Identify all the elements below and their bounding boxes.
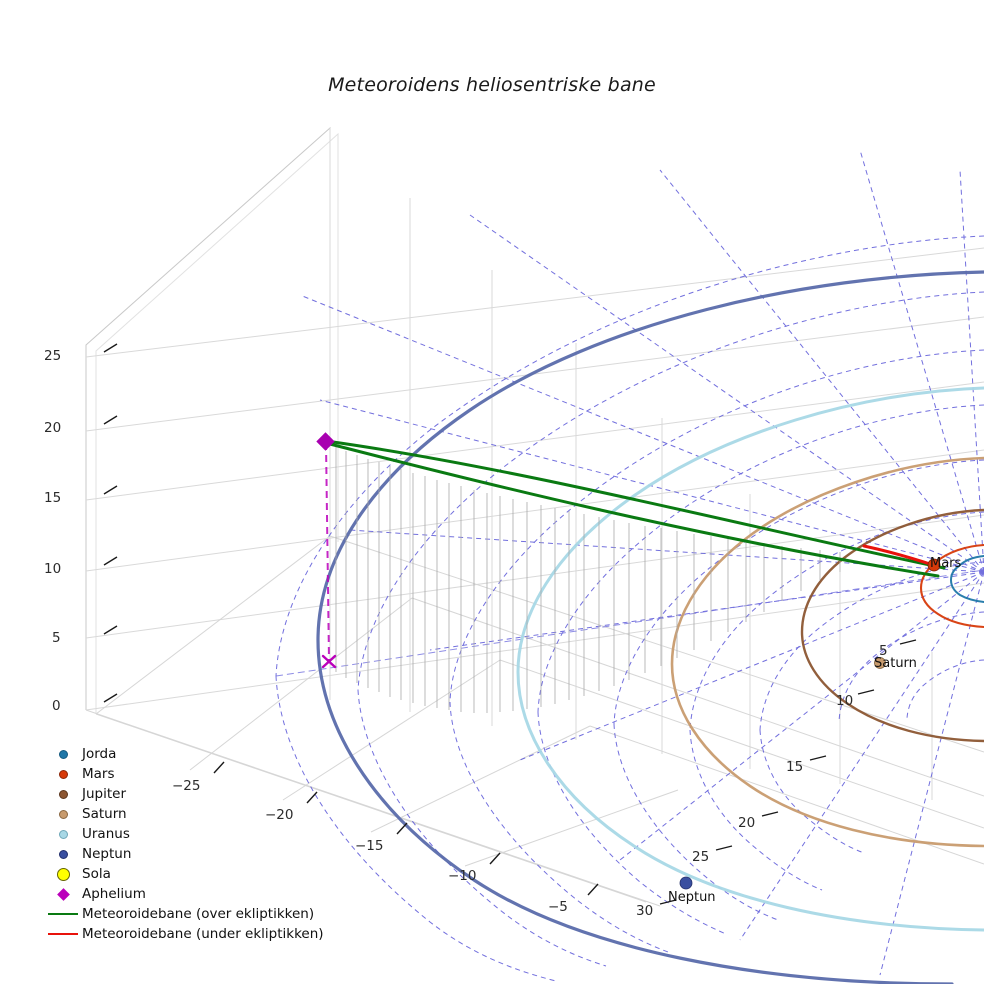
meteoroid-orbit-over-2: [324, 441, 940, 578]
planet-label-saturn: Saturn: [874, 656, 917, 671]
planet-dot-mars: [927, 558, 941, 572]
aphelium-projection-marker: [321, 654, 337, 669]
legend-label: Meteoroidebane (under ekliptikken): [82, 926, 324, 942]
x-tick-label: −10: [448, 868, 477, 884]
legend-item-sola[interactable]: Sola: [48, 864, 348, 884]
y-tick-label: 10: [836, 693, 854, 709]
legend-item-uranus[interactable]: Uranus: [48, 824, 348, 844]
meteoroid-orbit-under: [862, 544, 938, 568]
legend-item-neptun[interactable]: Neptun: [48, 844, 348, 864]
axis-ticks: [103, 343, 917, 905]
legend: Jorda Mars Jupiter Saturn Uranus Neptun …: [48, 744, 348, 944]
legend-item-meteoroid-under[interactable]: Meteoroidebane (under ekliptikken): [48, 924, 348, 944]
x-tick-label: −20: [265, 807, 294, 823]
circle-marker-icon: [48, 849, 78, 859]
y-tick-label: 25: [692, 849, 710, 865]
circle-marker-icon: [48, 749, 78, 759]
planet-dot-saturn: [874, 657, 886, 669]
orbit-uranus: [516, 386, 984, 932]
legend-label: Sola: [82, 866, 111, 882]
legend-label: Meteoroidebane (over ekliptikken): [82, 906, 315, 922]
orbit-saturn: [670, 456, 984, 848]
y-tick-label: 5: [879, 643, 888, 659]
axes-panes: [85, 126, 984, 800]
legend-item-mars[interactable]: Mars: [48, 764, 348, 784]
legend-label: Aphelium: [82, 886, 146, 902]
z-tick-label: 25: [44, 348, 62, 364]
z-tick-label: 15: [44, 490, 62, 506]
legend-item-aphelium[interactable]: Aphelium: [48, 884, 348, 904]
aphelium-drop-line: [325, 442, 330, 661]
aphelium-marker: [316, 432, 335, 451]
legend-label: Jupiter: [82, 786, 127, 802]
circle-marker-icon: [48, 789, 78, 799]
planet-label-neptun: Neptun: [668, 890, 716, 905]
x-tick-label: −5: [548, 899, 568, 915]
z-tick-label: 0: [52, 698, 61, 714]
orbit-stems: [335, 447, 841, 713]
legend-label: Saturn: [82, 806, 127, 822]
legend-label: Jorda: [82, 746, 117, 762]
diamond-marker-icon: [48, 887, 78, 901]
planet-orbits: [316, 270, 984, 984]
legend-label: Uranus: [82, 826, 130, 842]
legend-item-meteoroid-over[interactable]: Meteoroidebane (over ekliptikken): [48, 904, 348, 924]
planet-dot-neptun: [679, 876, 693, 890]
x-tick-label: −15: [355, 838, 384, 854]
circle-marker-icon: [48, 809, 78, 819]
circle-marker-icon: [48, 829, 78, 839]
legend-item-jorda[interactable]: Jorda: [48, 744, 348, 764]
y-tick-label: 30: [636, 903, 654, 919]
y-tick-label: 15: [786, 759, 804, 775]
page-title: Meteoroidens heliosentriske bane: [328, 74, 656, 96]
meteoroid-orbit: [324, 439, 946, 578]
orbit-neptun: [316, 270, 984, 984]
z-tick-label: 20: [44, 420, 62, 436]
y-tick-label: 20: [738, 815, 756, 831]
orbit-jupiter: [800, 508, 984, 743]
z-tick-label: 5: [52, 630, 61, 646]
legend-item-saturn[interactable]: Saturn: [48, 804, 348, 824]
circle-marker-icon: [48, 867, 78, 881]
meteoroid-orbit-over-1: [324, 439, 946, 570]
x-tick-label: −25: [172, 778, 201, 794]
line-marker-icon: [48, 912, 78, 916]
line-marker-icon: [48, 932, 78, 936]
legend-label: Neptun: [82, 846, 132, 862]
circle-marker-icon: [48, 769, 78, 779]
orbit-jorda: [949, 555, 984, 603]
z-tick-label: 10: [44, 561, 62, 577]
orbit-mars: [919, 543, 984, 629]
legend-label: Mars: [82, 766, 115, 782]
planet-label-mars: Mars: [930, 556, 962, 571]
legend-item-jupiter[interactable]: Jupiter: [48, 784, 348, 804]
